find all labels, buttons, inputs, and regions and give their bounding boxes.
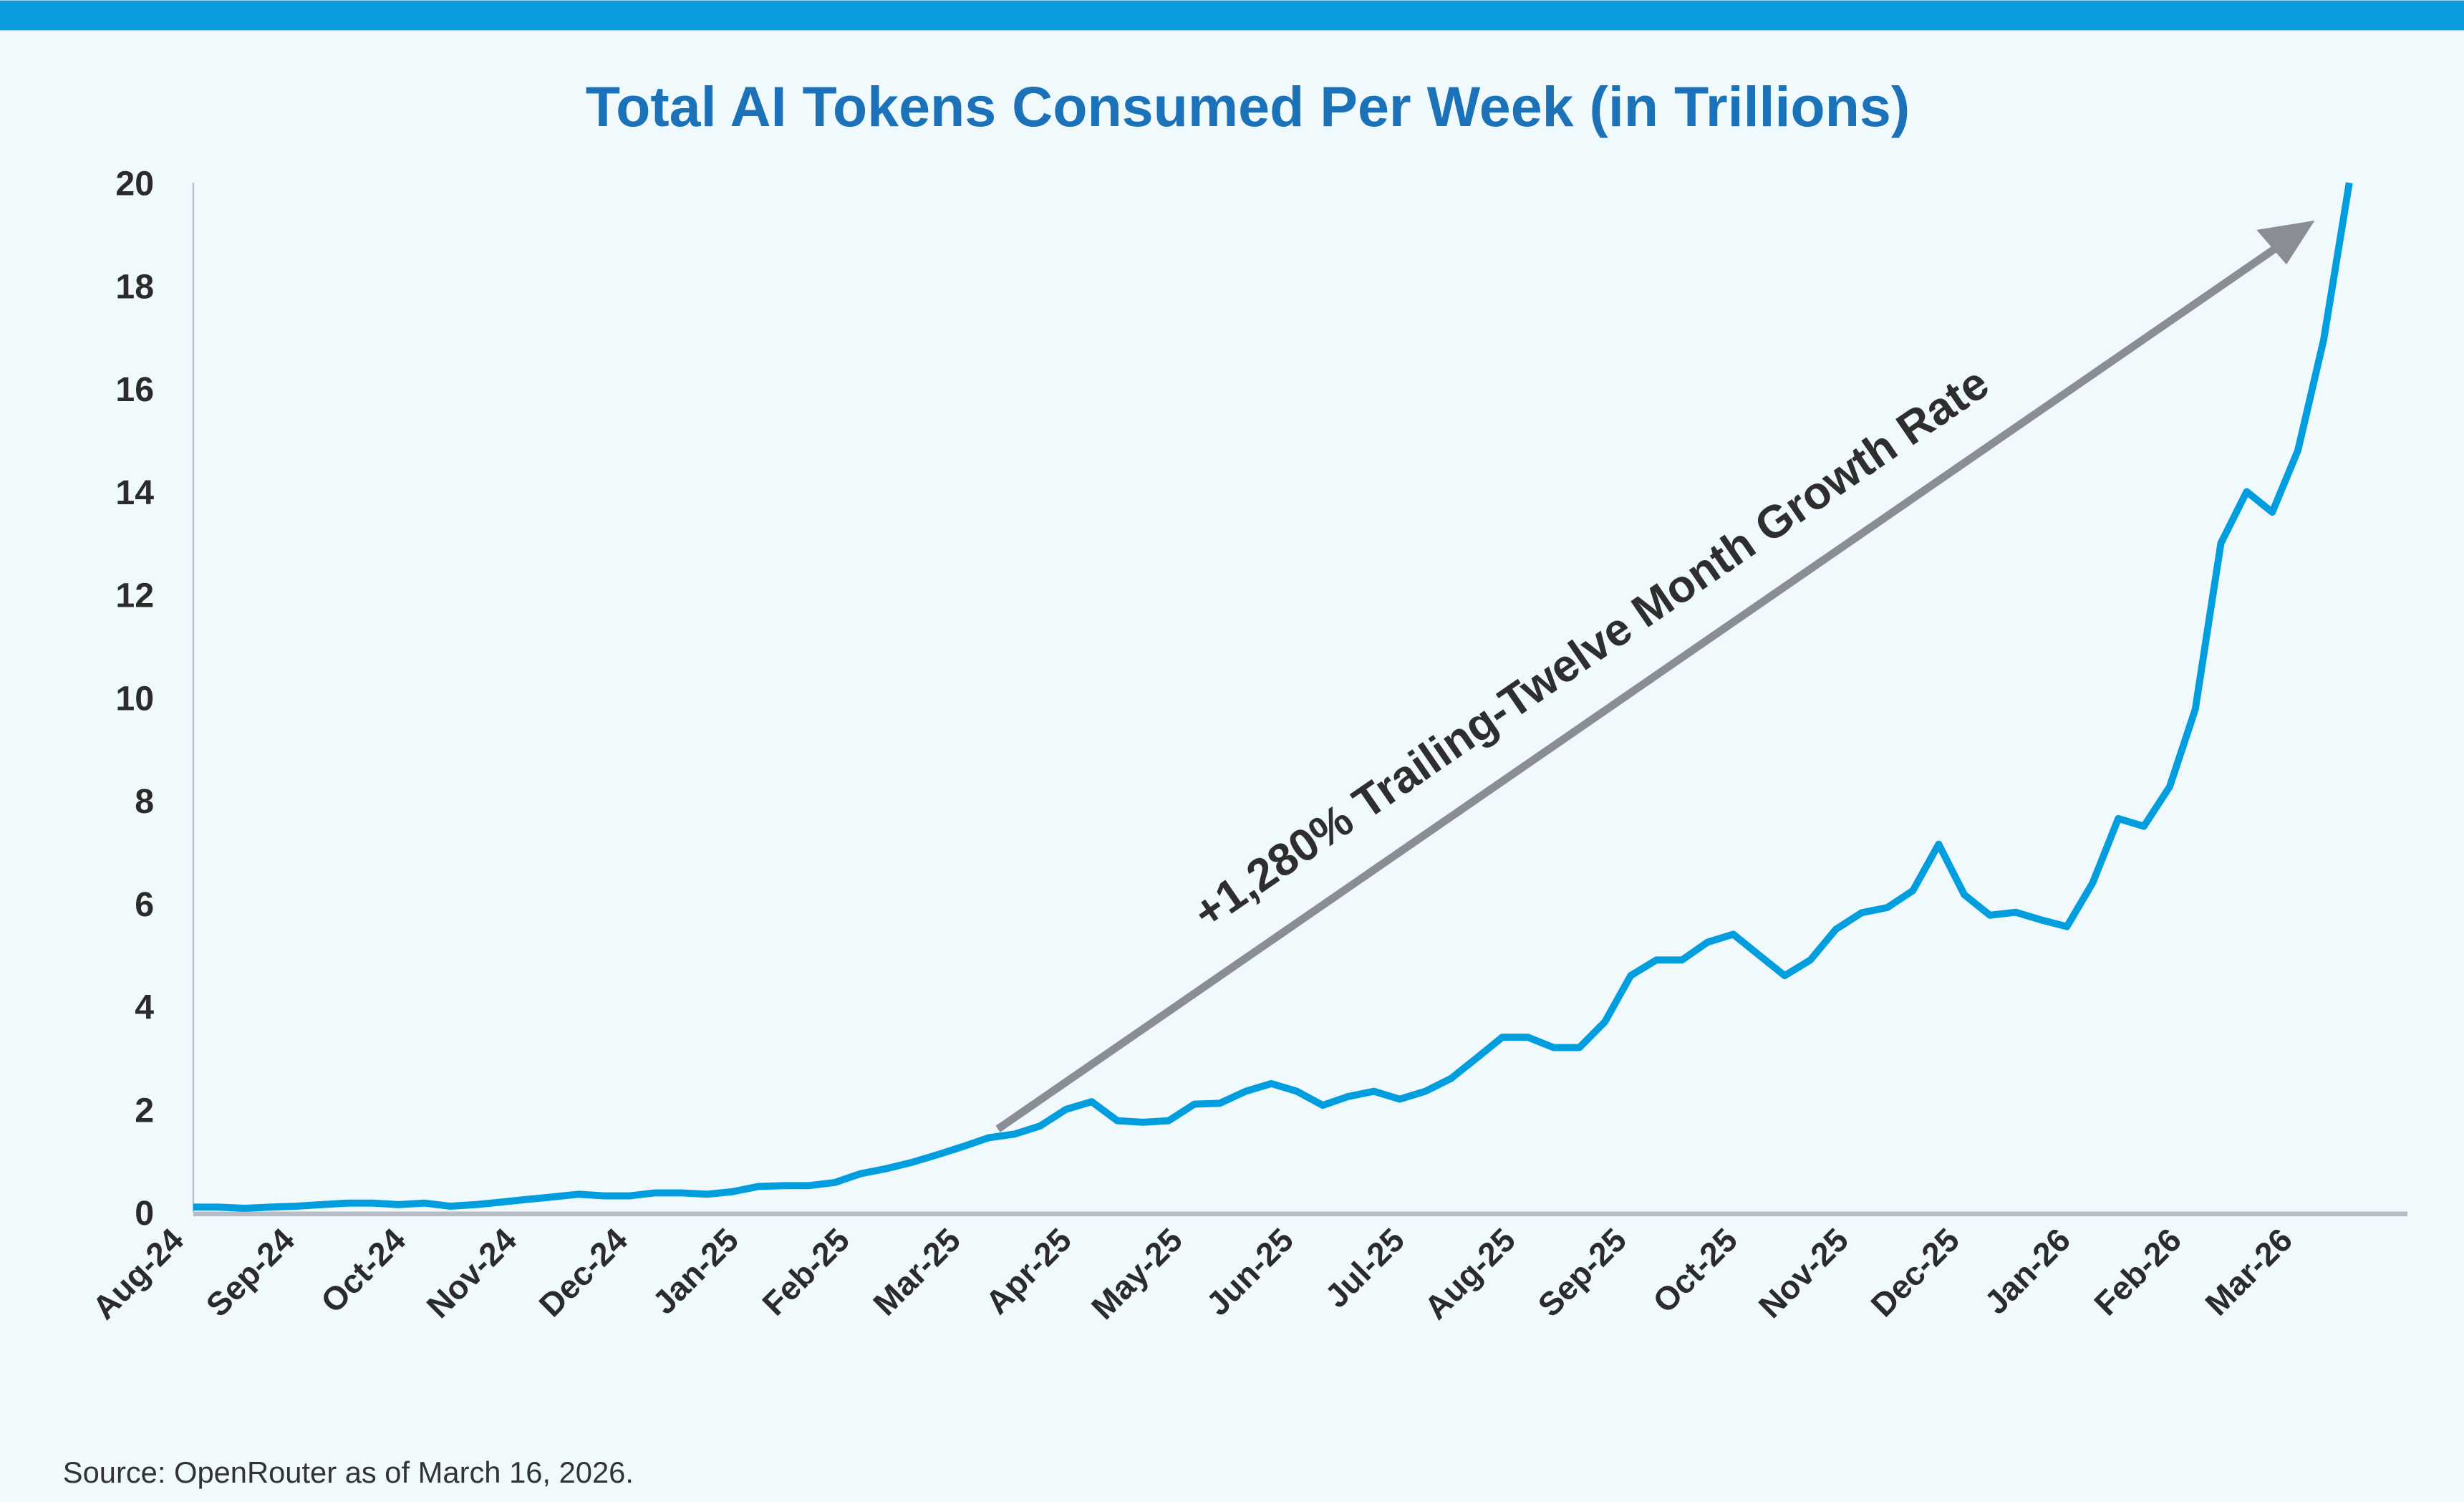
source-note: Source: OpenRouter as of March 16, 2026.	[63, 1455, 634, 1489]
growth-arrow	[995, 220, 2315, 1132]
x-tick-label: Dec-25	[1863, 1221, 1966, 1324]
x-tick-label: Feb-26	[2087, 1221, 2188, 1323]
x-tick-label: Oct-25	[1646, 1221, 1744, 1320]
y-tick-label: 20	[115, 165, 154, 203]
x-tick-label: Jan-25	[645, 1221, 745, 1322]
x-tick-label: Sep-25	[1530, 1221, 1633, 1324]
chart-title: Total AI Tokens Consumed Per Week (in Tr…	[586, 74, 1910, 138]
y-tick-label: 8	[135, 782, 154, 821]
growth-annotation: +1,280% Trailing-Twelve Month Growth Rat…	[1184, 357, 1998, 939]
y-tick-label: 4	[135, 988, 154, 1027]
x-tick-label: Sep-24	[198, 1221, 301, 1324]
x-tick-label: Aug-25	[1417, 1221, 1522, 1327]
top-accent-bar	[0, 0, 2464, 31]
x-tick-label: May-25	[1084, 1221, 1189, 1327]
y-tick-label: 16	[115, 370, 154, 409]
x-tick-label: Mar-26	[2198, 1221, 2299, 1323]
growth-arrow-shaft	[995, 241, 2284, 1132]
x-tick-label: Nov-25	[1752, 1221, 1855, 1325]
y-tick-label: 10	[115, 679, 154, 718]
y-tick-label: 12	[115, 577, 154, 615]
y-tick-label: 2	[135, 1091, 154, 1130]
x-tick-label: Jun-25	[1199, 1221, 1300, 1323]
x-tick-label: Dec-24	[531, 1221, 634, 1324]
x-tick-label: Jan-26	[1977, 1221, 2077, 1322]
y-tick-label: 14	[115, 473, 154, 512]
x-tick-label: Mar-25	[866, 1221, 967, 1323]
x-tick-label: Jul-25	[1318, 1221, 1411, 1315]
arrowhead-icon	[2256, 220, 2315, 265]
x-tick-label: Aug-24	[85, 1221, 190, 1326]
x-tick-label: Nov-24	[420, 1221, 524, 1325]
y-tick-label: 0	[135, 1194, 154, 1233]
series-line	[193, 182, 2353, 1212]
x-tick-label: Apr-25	[978, 1221, 1078, 1322]
x-tick-label: Oct-24	[314, 1221, 412, 1319]
x-tick-label: Feb-25	[755, 1221, 856, 1323]
y-tick-label: 6	[135, 885, 154, 924]
y-tick-label: 18	[115, 267, 154, 306]
